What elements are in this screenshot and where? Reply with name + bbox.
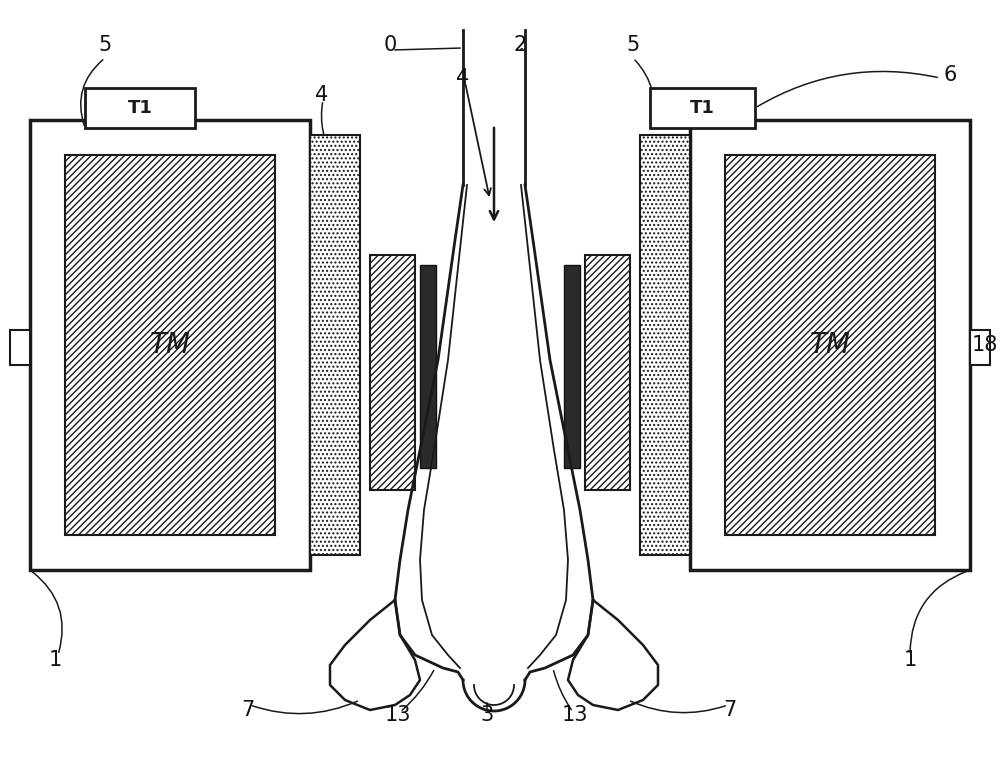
Text: 4: 4 [456,68,470,88]
Bar [30,120,310,570]
Text: TM: TM [810,331,850,359]
Text: 3: 3 [480,705,494,725]
Text: 13: 13 [562,705,588,725]
Text: 13: 13 [385,705,411,725]
Text: 0: 0 [383,35,397,55]
Bar [725,155,935,535]
Text: 1: 1 [48,650,62,670]
Bar [65,155,275,535]
Text: 7: 7 [723,700,737,720]
Text: 1: 1 [903,650,917,670]
Text: 5: 5 [626,35,640,55]
Text: 2: 2 [513,35,527,55]
Bar [650,88,755,128]
Bar [640,135,690,555]
Text: 7: 7 [241,700,255,720]
Bar [690,120,970,570]
Bar [310,135,360,555]
Bar [370,255,415,490]
Text: 4: 4 [315,85,329,105]
Text: T1: T1 [128,99,152,117]
Bar [970,330,990,365]
Text: 18: 18 [972,335,998,355]
Bar [420,265,436,468]
Bar [585,255,630,490]
Text: 5: 5 [98,35,112,55]
Text: TM: TM [150,331,190,359]
Text: 6: 6 [943,65,957,85]
Bar [85,88,195,128]
Bar [564,265,580,468]
Bar [10,330,30,365]
Text: T1: T1 [690,99,714,117]
